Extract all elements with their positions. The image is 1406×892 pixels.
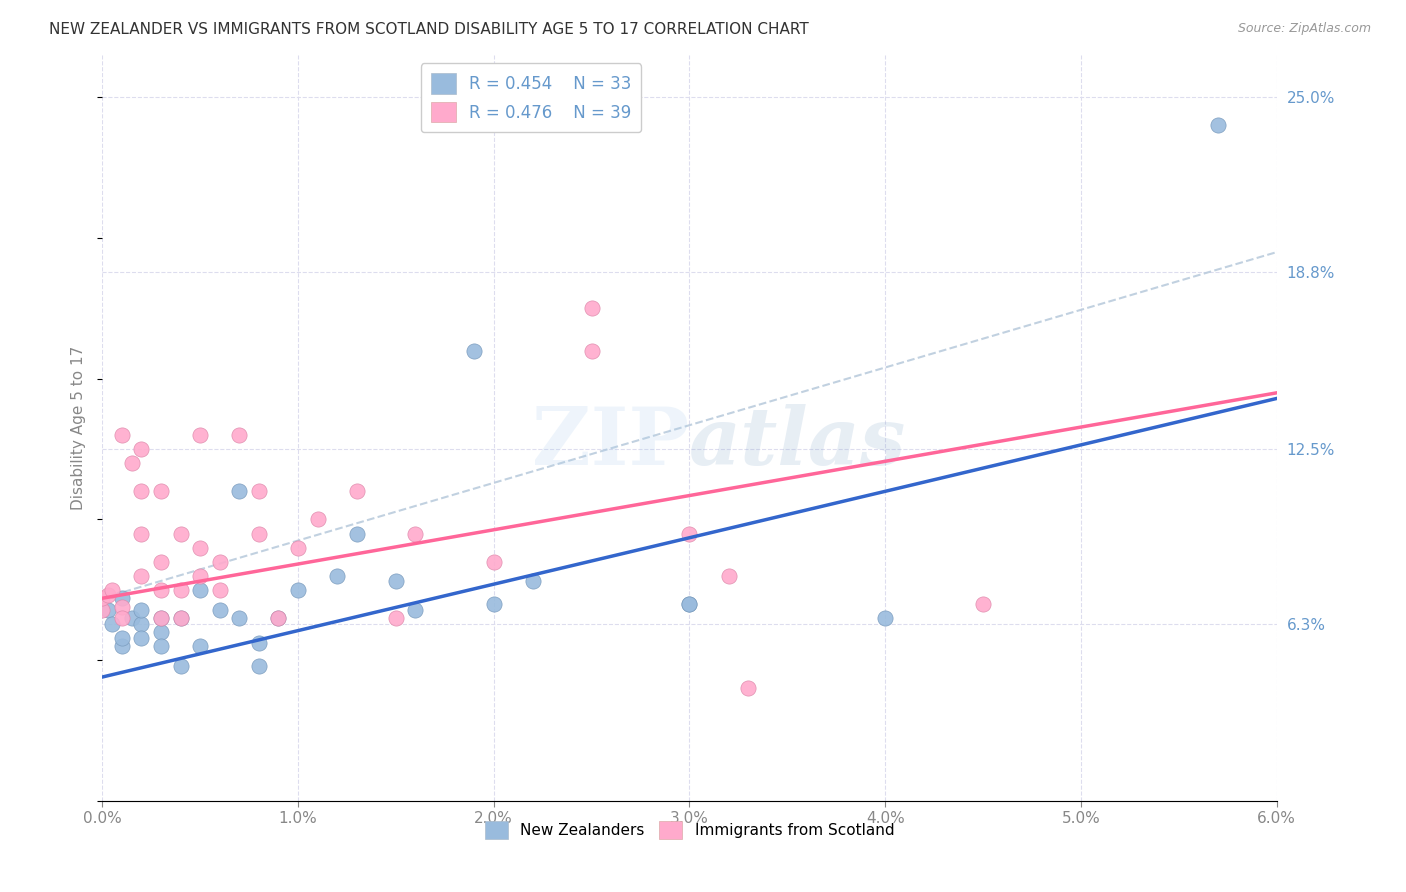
Point: [97, 589, 120, 603]
Point: [111, 631, 134, 645]
Text: Source: ZipAtlas.com: Source: ZipAtlas.com: [1237, 22, 1371, 36]
Point: [169, 611, 191, 625]
Point: [91, 602, 114, 616]
Point: [287, 541, 309, 555]
Point: [482, 555, 505, 569]
Point: [385, 574, 408, 589]
Point: [111, 591, 134, 606]
Point: [581, 301, 603, 316]
Point: [737, 681, 759, 696]
Point: [326, 568, 349, 582]
Point: [149, 639, 172, 653]
Point: [101, 582, 124, 597]
Point: [404, 602, 426, 616]
Point: [169, 658, 191, 673]
Point: [267, 611, 290, 625]
Point: [131, 631, 153, 645]
Point: [149, 611, 172, 625]
Point: [208, 555, 231, 569]
Point: [169, 526, 191, 541]
Point: [678, 597, 700, 611]
Point: [131, 616, 153, 631]
Point: [678, 526, 700, 541]
Text: atlas: atlas: [689, 404, 907, 482]
Point: [149, 625, 172, 640]
Point: [131, 526, 153, 541]
Point: [247, 484, 270, 499]
Point: [678, 597, 700, 611]
Point: [111, 428, 134, 442]
Point: [101, 616, 124, 631]
Point: [188, 582, 211, 597]
Point: [247, 636, 270, 650]
Point: [121, 456, 143, 470]
Point: [875, 611, 897, 625]
Text: ZIP: ZIP: [533, 404, 689, 482]
Point: [208, 602, 231, 616]
Point: [111, 599, 134, 614]
Point: [169, 611, 191, 625]
Point: [121, 611, 143, 625]
Point: [228, 428, 250, 442]
Point: [1206, 119, 1229, 133]
Point: [247, 658, 270, 673]
Point: [131, 442, 153, 456]
Point: [111, 639, 134, 653]
Point: [463, 343, 485, 358]
Point: [188, 639, 211, 653]
Point: [208, 582, 231, 597]
Point: [188, 568, 211, 582]
Point: [149, 555, 172, 569]
Y-axis label: Disability Age 5 to 17: Disability Age 5 to 17: [72, 346, 86, 510]
Point: [228, 484, 250, 499]
Point: [522, 574, 544, 589]
Point: [131, 568, 153, 582]
Point: [97, 602, 120, 616]
Point: [131, 602, 153, 616]
Point: [149, 582, 172, 597]
Point: [404, 526, 426, 541]
Point: [188, 541, 211, 555]
Point: [346, 526, 368, 541]
Point: [131, 484, 153, 499]
Point: [188, 428, 211, 442]
Point: [228, 611, 250, 625]
Point: [581, 343, 603, 358]
Point: [169, 582, 191, 597]
Point: [502, 104, 524, 119]
Point: [267, 611, 290, 625]
Point: [307, 512, 329, 526]
Point: [287, 582, 309, 597]
Point: [111, 611, 134, 625]
Point: [717, 568, 740, 582]
Point: [247, 526, 270, 541]
Point: [385, 611, 408, 625]
Point: [972, 597, 994, 611]
Point: [149, 484, 172, 499]
Text: NEW ZEALANDER VS IMMIGRANTS FROM SCOTLAND DISABILITY AGE 5 TO 17 CORRELATION CHA: NEW ZEALANDER VS IMMIGRANTS FROM SCOTLAN…: [49, 22, 808, 37]
Point: [346, 484, 368, 499]
Legend: New Zealanders, Immigrants from Scotland: New Zealanders, Immigrants from Scotland: [478, 814, 900, 846]
Point: [149, 611, 172, 625]
Point: [91, 591, 114, 606]
Point: [482, 597, 505, 611]
